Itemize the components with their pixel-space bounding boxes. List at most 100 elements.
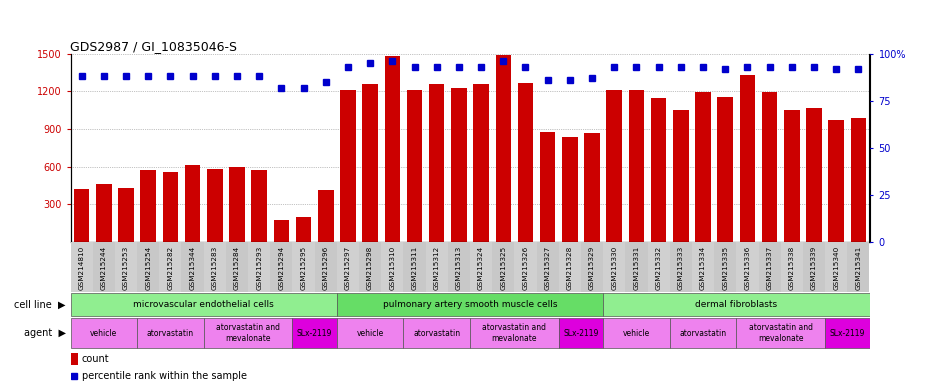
Text: GSM215332: GSM215332 <box>656 246 662 290</box>
Text: GSM215313: GSM215313 <box>456 246 462 290</box>
Text: GSM215325: GSM215325 <box>500 246 507 290</box>
Text: GSM215335: GSM215335 <box>722 246 728 290</box>
Text: GSM215298: GSM215298 <box>368 246 373 290</box>
Text: GSM215334: GSM215334 <box>700 246 706 290</box>
Bar <box>403 318 470 348</box>
Bar <box>407 90 422 242</box>
Text: GSM215295: GSM215295 <box>301 246 306 290</box>
Text: GSM215293: GSM215293 <box>257 246 262 290</box>
Bar <box>137 242 159 292</box>
Bar <box>447 242 470 292</box>
Bar <box>296 217 311 242</box>
Text: GSM215324: GSM215324 <box>478 246 484 290</box>
Bar <box>318 190 334 242</box>
Bar <box>736 242 759 292</box>
Text: SLx-2119: SLx-2119 <box>297 329 333 338</box>
Text: atorvastatin and
mevalonate: atorvastatin and mevalonate <box>482 323 546 343</box>
Bar <box>140 170 156 242</box>
Text: cell line  ▶: cell line ▶ <box>14 299 66 310</box>
Bar <box>540 132 556 242</box>
Text: GSM215330: GSM215330 <box>611 246 618 290</box>
Bar <box>403 242 426 292</box>
Bar <box>292 242 315 292</box>
Bar <box>736 318 825 348</box>
Bar <box>581 242 603 292</box>
Text: pulmonary artery smooth muscle cells: pulmonary artery smooth muscle cells <box>383 300 557 309</box>
Bar <box>558 318 603 348</box>
Bar <box>204 318 292 348</box>
Text: atorvastatin and
mevalonate: atorvastatin and mevalonate <box>216 323 280 343</box>
Bar <box>384 56 400 242</box>
Text: GSM215244: GSM215244 <box>101 246 107 290</box>
Bar <box>229 167 244 242</box>
Text: atorvastatin and
mevalonate: atorvastatin and mevalonate <box>749 323 813 343</box>
Bar <box>585 133 600 242</box>
Bar <box>359 242 382 292</box>
Bar <box>537 242 558 292</box>
Bar <box>362 84 378 242</box>
Text: GSM215337: GSM215337 <box>767 246 773 290</box>
Text: GSM215254: GSM215254 <box>145 246 151 290</box>
Bar <box>673 110 689 242</box>
Text: GSM215326: GSM215326 <box>523 246 528 290</box>
Bar <box>562 137 578 242</box>
Bar <box>115 242 137 292</box>
Text: GSM215311: GSM215311 <box>412 246 417 290</box>
Bar <box>159 242 181 292</box>
Bar <box>70 242 93 292</box>
Text: GSM215310: GSM215310 <box>389 246 396 290</box>
Text: GSM215294: GSM215294 <box>278 246 284 290</box>
Text: SLx-2119: SLx-2119 <box>830 329 865 338</box>
Bar <box>382 242 403 292</box>
Bar <box>717 97 733 242</box>
Bar <box>251 170 267 242</box>
Bar <box>274 220 290 242</box>
Bar <box>163 172 179 242</box>
Bar <box>669 318 736 348</box>
Text: vehicle: vehicle <box>90 329 118 338</box>
Bar <box>825 242 847 292</box>
Text: GSM215253: GSM215253 <box>123 246 129 290</box>
Text: GSM215329: GSM215329 <box>589 246 595 290</box>
Bar <box>74 189 89 242</box>
Bar <box>558 242 581 292</box>
Bar <box>70 293 337 316</box>
Bar <box>207 169 223 242</box>
Text: GSM215338: GSM215338 <box>789 246 795 290</box>
Bar <box>781 242 803 292</box>
Text: atorvastatin: atorvastatin <box>680 329 727 338</box>
Bar <box>248 242 271 292</box>
Bar <box>648 242 669 292</box>
Bar <box>181 242 204 292</box>
Text: GSM214810: GSM214810 <box>79 246 85 290</box>
Bar <box>650 98 666 242</box>
Bar <box>603 293 870 316</box>
Bar <box>761 92 777 242</box>
Text: GSM215344: GSM215344 <box>190 246 196 290</box>
Text: GSM215328: GSM215328 <box>567 246 572 290</box>
Bar <box>96 184 112 242</box>
Bar <box>669 242 692 292</box>
Text: GSM215336: GSM215336 <box>744 246 750 290</box>
Bar <box>226 242 248 292</box>
Bar <box>603 242 625 292</box>
Text: GSM215340: GSM215340 <box>833 246 839 290</box>
Text: GSM215339: GSM215339 <box>811 246 817 290</box>
Bar <box>740 75 755 242</box>
Bar <box>271 242 292 292</box>
Bar <box>629 89 644 242</box>
Bar <box>470 318 558 348</box>
Bar <box>825 318 870 348</box>
Bar <box>118 188 133 242</box>
Bar <box>807 108 822 242</box>
Text: GSM215297: GSM215297 <box>345 246 351 290</box>
Text: dermal fibroblasts: dermal fibroblasts <box>696 300 777 309</box>
Text: count: count <box>82 354 109 364</box>
Bar <box>696 92 711 242</box>
Text: GSM215333: GSM215333 <box>678 246 683 290</box>
Text: GSM215327: GSM215327 <box>544 246 551 290</box>
Bar <box>185 166 200 242</box>
Bar <box>337 242 359 292</box>
Bar <box>340 90 355 242</box>
Bar <box>784 110 800 242</box>
